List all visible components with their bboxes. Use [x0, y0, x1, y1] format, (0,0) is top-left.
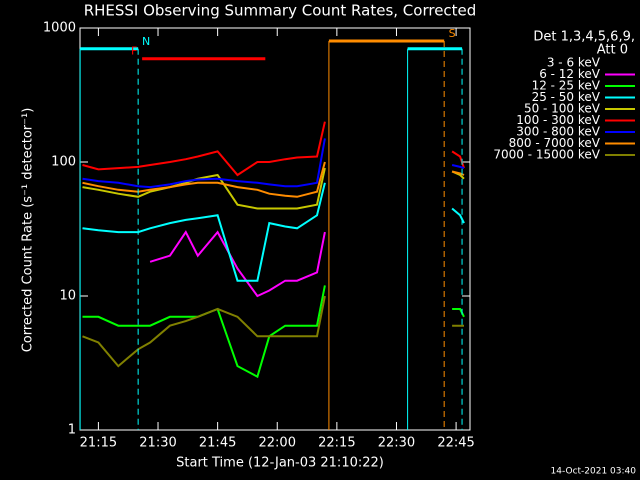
legend-label: 3 - 6 keV: [547, 56, 601, 70]
y-tick-label: 10: [59, 289, 76, 304]
x-tick-label: 21:15: [80, 436, 117, 451]
series-line: [82, 182, 465, 282]
series-line: [149, 194, 326, 287]
y-tick-label: 100: [51, 155, 76, 170]
x-tick-label: 21:30: [139, 436, 176, 451]
legend-title: Det 1,3,4,5,6,9,: [533, 30, 635, 45]
legend-label: 300 - 800 keV: [516, 125, 600, 139]
x-tick-label: 21:45: [199, 436, 236, 451]
legend-label: 25 - 50 keV: [532, 90, 601, 104]
flag-label: F: [131, 45, 137, 58]
x-tick-label: 22:30: [378, 436, 415, 451]
y-tick-label: 1000: [43, 21, 76, 36]
x-tick-label: 22:45: [437, 436, 474, 451]
series-line: [82, 138, 465, 189]
chart-title: RHESSI Observing Summary Count Rates, Co…: [84, 2, 477, 20]
legend-label: 800 - 7000 keV: [509, 136, 601, 150]
legend-label: 7000 - 15000 keV: [493, 148, 600, 162]
legend-label: 12 - 25 keV: [532, 79, 601, 93]
x-axis-label: Start Time (12-Jan-03 21:10:22): [176, 456, 384, 471]
series-line: [82, 295, 464, 368]
legend-label: 100 - 300 keV: [516, 113, 600, 127]
series-line: [149, 230, 326, 298]
footer: 14-Oct-2021 03:40: [551, 467, 637, 477]
flag-label: S: [449, 27, 456, 40]
y-axis-label: Corrected Count Rate (s⁻¹ detector⁻¹): [21, 108, 36, 353]
flag-label: N: [142, 35, 150, 48]
legend-label: 50 - 100 keV: [524, 102, 601, 116]
series-line: [82, 121, 465, 177]
x-tick-label: 22:15: [318, 436, 355, 451]
legend-title: Att 0: [597, 43, 628, 58]
series-line: [82, 161, 465, 198]
legend-label: 6 - 12 keV: [539, 67, 601, 81]
y-tick-label: 1: [68, 423, 76, 438]
x-tick-label: 22:00: [259, 436, 296, 451]
